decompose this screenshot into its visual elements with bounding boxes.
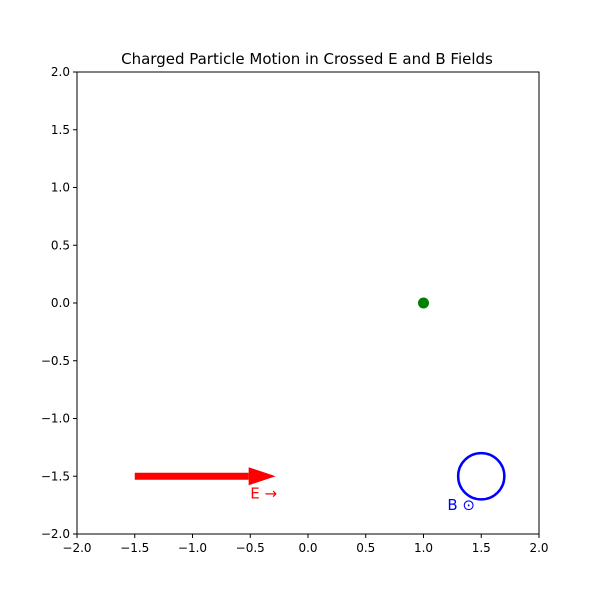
b-field-circle [456,451,506,501]
y-tick-label: 1.0 [51,181,70,195]
e-field-arrow-shaft [134,472,249,480]
x-tick-label: 2.0 [529,541,548,555]
y-tick-label: −1.5 [41,469,70,483]
y-tick-label: −2.0 [41,527,70,541]
y-tick-label: −1.0 [41,412,70,426]
x-tick-label: 0.5 [356,541,375,555]
b-field-label: B ⊙ [447,496,475,514]
x-tick-label: 0.0 [298,541,317,555]
plot-area: E → B ⊙ −2.0 −1.5 −1.0 −0.5 0.0 0.5 1.0 1.5 2.0 2.0… [41,65,549,555]
x-tick-label: −0.5 [236,541,265,555]
y-tick-label: 0.0 [51,296,70,310]
particle-point [418,297,429,309]
e-field-arrow-head [248,467,276,486]
y-tick-label: 0.5 [51,238,70,252]
x-tick-label: 1.5 [472,541,491,555]
x-tick-label: −1.0 [178,541,207,555]
y-tick-label: −0.5 [41,354,70,368]
y-tick-label: 1.5 [51,123,70,137]
e-field-label: E → [250,485,277,503]
chart-title: Charged Particle Motion in Crossed E and… [121,50,493,68]
x-tick-label: −2.0 [62,541,91,555]
x-tick-label: −1.5 [120,541,149,555]
plot-frame [76,71,540,535]
y-tick-label: 2.0 [51,65,70,79]
x-tick-label: 1.0 [414,541,433,555]
